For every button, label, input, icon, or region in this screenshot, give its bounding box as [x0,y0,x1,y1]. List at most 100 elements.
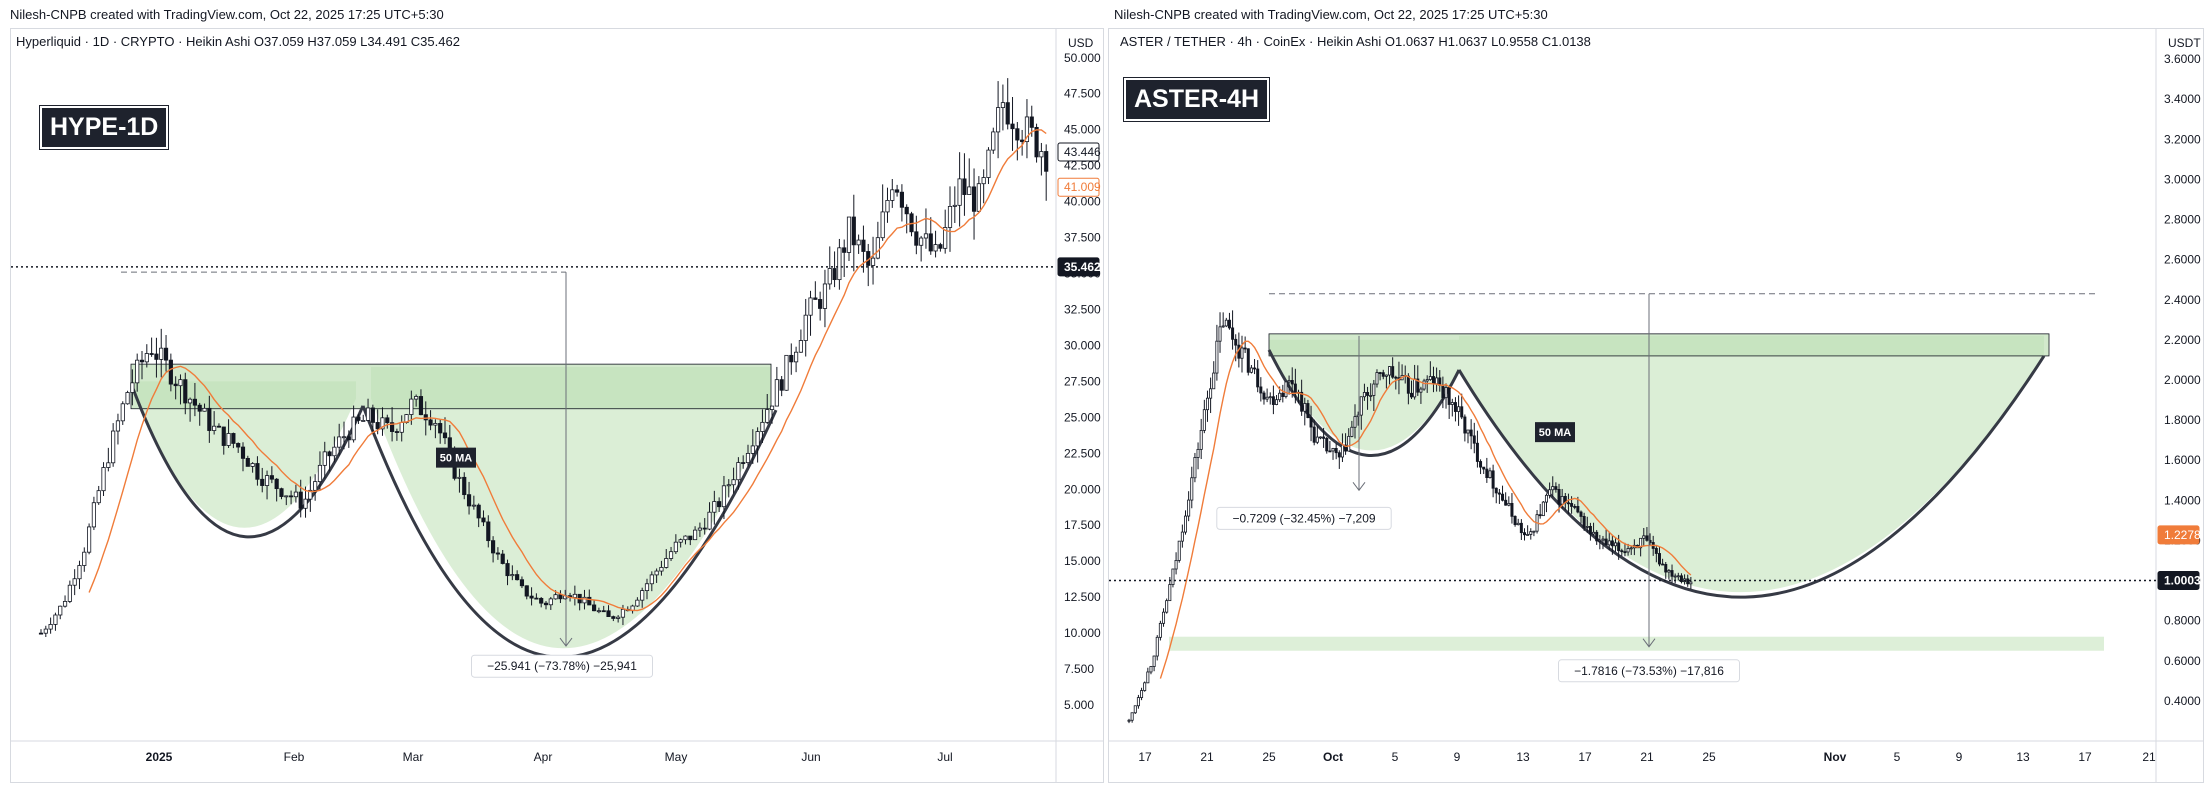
candle-body [1384,374,1388,377]
candle-body [1679,575,1683,582]
candle-body [1143,682,1147,691]
candle-body [1466,429,1470,434]
candle-body [1453,402,1457,412]
candle-body [43,628,48,634]
candle-body [1152,655,1156,667]
candle-body [659,567,664,572]
x-tick-label: 17 [2078,750,2092,764]
candle-body [361,420,366,422]
candle-body [1667,570,1671,573]
candle-body [1475,442,1479,462]
candle-body [1187,499,1191,517]
y-tick-label: 2.6000 [2164,253,2201,267]
candle-body [1425,379,1429,382]
candle-body [1554,486,1558,490]
measure-label: −1.7816 (−73.53%) −17,816 [1574,664,1724,678]
chart-credit: Nilesh-CNPB created with TradingView.com… [1114,7,1548,22]
candle-body [741,462,746,464]
y-tick-label: 0.6000 [2164,654,2201,668]
candle-body [96,490,101,504]
candle-body [1378,372,1382,374]
candle-body [1654,548,1658,554]
candle-body [1604,538,1608,546]
candle-body [1372,383,1376,396]
candle-body [938,244,943,249]
candle-body [1312,426,1316,443]
candle-body [1444,387,1448,399]
x-tick-label: 5 [1392,750,1399,764]
candle-body [957,178,962,206]
candle-body [1416,378,1420,393]
candle-body [1029,116,1034,128]
candle-body [1331,448,1335,452]
price-tag-box [2157,525,2200,545]
candle-body [1334,448,1338,454]
candle-body [1344,444,1348,452]
candle-body [644,583,650,592]
aster-chart-svg[interactable]: USDT 3.6000 3.4000 3.2000 3.0000 2.8000 2.6000… [1109,29,2203,782]
candle-body [236,443,241,448]
candle-body [933,244,938,252]
currency-label: USDT [2168,36,2201,50]
candle-body [1626,548,1630,553]
x-tick-label: Mar [403,750,424,764]
candle-body [1592,531,1596,535]
y-tick-label: 32.500 [1064,302,1101,316]
candle-body [1501,493,1505,501]
candle-body [668,551,674,559]
candle-body [1560,495,1564,505]
candle-body [62,601,68,607]
candle-body [351,416,356,441]
y-tick-label: 17.500 [1064,518,1101,532]
candle-body [423,414,428,421]
candle-body [789,354,794,363]
candle-body [1209,388,1213,399]
y-tick-label: 0.4000 [2164,694,2201,708]
candle-body [1472,435,1476,444]
price-tag: 1.0003 [2164,573,2201,587]
candle-body [870,257,876,266]
ma-label-box [436,447,476,468]
candle-body [1199,430,1203,450]
candle-body [1256,368,1260,388]
candle-body [861,239,866,252]
candle-body [1005,102,1010,125]
candle-body [1287,380,1291,383]
pattern-zone [371,367,771,649]
candle-body [769,405,775,410]
candle-body [1639,537,1643,549]
ma50-line [1159,340,1692,679]
candle-body [1623,551,1627,554]
candle-body [784,354,789,391]
candle-body [1601,538,1605,541]
candle-body [543,602,549,606]
candle-body [1249,367,1253,373]
candle-body [1617,542,1621,552]
chart-title-badge: ASTER-4H [1122,77,1271,122]
candle-body [491,540,496,554]
candle-body [1510,502,1514,517]
candle-body [880,211,885,239]
candle-body [943,227,948,249]
candle-body [1039,151,1044,158]
candle-body [1670,570,1674,577]
ma-label: 50 MA [1539,427,1571,439]
candle-body [678,539,683,543]
candle-body [1158,622,1162,638]
candle-body [120,403,125,422]
candle-body [808,297,813,316]
candle-body [1309,417,1313,428]
y-tick-label: 1.6000 [2164,453,2201,467]
candle-body [1544,494,1548,503]
chart-frame[interactable]: USDT 3.6000 3.4000 3.2000 3.0000 2.8000 2.6000… [1108,28,2204,783]
chart-frame[interactable]: USD 50.000 47.500 45.000 42.500 40.000 37.500 3… [10,28,1104,783]
candle-body [308,489,313,500]
candle-body [1300,391,1304,412]
candle-body [515,574,520,581]
candle-body [399,422,404,433]
candle-body [1595,531,1599,542]
candle-body [846,216,852,253]
measure-arrow [559,637,573,647]
candle-body [813,297,818,300]
